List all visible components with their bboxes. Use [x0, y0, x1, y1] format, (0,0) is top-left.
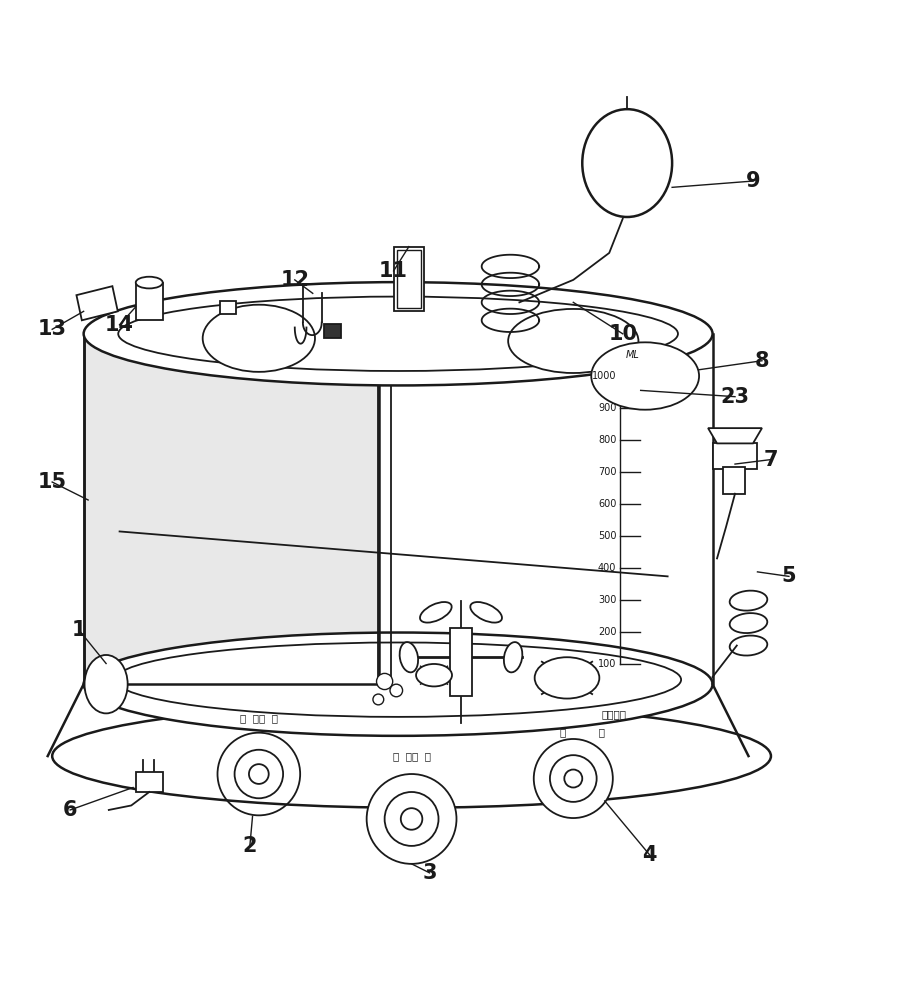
Text: 200: 200 — [597, 627, 616, 637]
Ellipse shape — [85, 655, 127, 713]
Text: 13: 13 — [38, 319, 67, 339]
Text: 1: 1 — [72, 620, 87, 640]
Bar — [135, 772, 163, 792]
Circle shape — [389, 684, 402, 697]
Text: 800: 800 — [598, 435, 616, 445]
Text: 关  电源  开: 关 电源 开 — [239, 713, 277, 723]
Text: 15: 15 — [38, 472, 67, 492]
Ellipse shape — [591, 342, 698, 410]
Ellipse shape — [420, 602, 452, 623]
Polygon shape — [712, 443, 757, 469]
Ellipse shape — [470, 602, 501, 623]
Circle shape — [384, 792, 438, 846]
Circle shape — [377, 673, 392, 690]
Bar — [396, 250, 420, 308]
Ellipse shape — [729, 613, 767, 633]
Text: 6: 6 — [63, 800, 78, 820]
Text: 鼻腔冲洗: 鼻腔冲洗 — [600, 709, 626, 719]
Bar — [722, 467, 744, 494]
Ellipse shape — [729, 591, 767, 611]
Circle shape — [549, 755, 596, 802]
Text: 14: 14 — [105, 315, 134, 335]
Text: 500: 500 — [597, 531, 616, 541]
Text: ML: ML — [625, 350, 638, 360]
Text: 400: 400 — [598, 563, 616, 573]
Ellipse shape — [415, 664, 452, 686]
Text: 9: 9 — [745, 171, 759, 191]
Text: 8: 8 — [754, 351, 768, 371]
Text: 小          大: 小 大 — [559, 727, 604, 737]
Ellipse shape — [84, 282, 712, 385]
Circle shape — [533, 739, 612, 818]
Bar — [450, 628, 471, 696]
Ellipse shape — [582, 109, 671, 217]
Circle shape — [248, 764, 268, 784]
Text: 600: 600 — [598, 499, 616, 509]
Ellipse shape — [202, 305, 314, 372]
Bar — [84, 334, 378, 684]
Text: 3: 3 — [422, 863, 436, 883]
Circle shape — [373, 694, 383, 705]
Text: 1000: 1000 — [591, 371, 616, 381]
Circle shape — [367, 774, 456, 864]
Bar — [393, 247, 424, 311]
Ellipse shape — [534, 657, 599, 699]
Text: 4: 4 — [642, 845, 656, 865]
Bar — [324, 324, 340, 338]
Ellipse shape — [84, 633, 712, 736]
Polygon shape — [707, 428, 761, 443]
Ellipse shape — [118, 297, 677, 371]
Text: 10: 10 — [608, 324, 637, 344]
Ellipse shape — [52, 704, 770, 808]
Circle shape — [400, 808, 422, 830]
Text: 7: 7 — [763, 450, 777, 470]
Bar — [84, 334, 378, 684]
Ellipse shape — [503, 642, 522, 672]
Text: 100: 100 — [598, 659, 616, 669]
Text: 300: 300 — [598, 595, 616, 605]
Circle shape — [234, 750, 283, 798]
Text: 2: 2 — [242, 836, 256, 856]
Text: 900: 900 — [598, 403, 616, 413]
Bar — [135, 283, 163, 320]
Text: 小  雾化  大: 小 雾化 大 — [392, 751, 430, 761]
Ellipse shape — [399, 642, 418, 672]
Ellipse shape — [135, 277, 163, 288]
Text: 23: 23 — [720, 387, 749, 407]
Text: 11: 11 — [378, 261, 407, 281]
Ellipse shape — [729, 636, 767, 656]
Text: 5: 5 — [781, 566, 796, 586]
Polygon shape — [77, 286, 117, 320]
Bar — [220, 301, 236, 314]
Text: 12: 12 — [280, 270, 309, 290]
Ellipse shape — [507, 309, 638, 373]
Circle shape — [563, 770, 582, 788]
Text: 700: 700 — [597, 467, 616, 477]
